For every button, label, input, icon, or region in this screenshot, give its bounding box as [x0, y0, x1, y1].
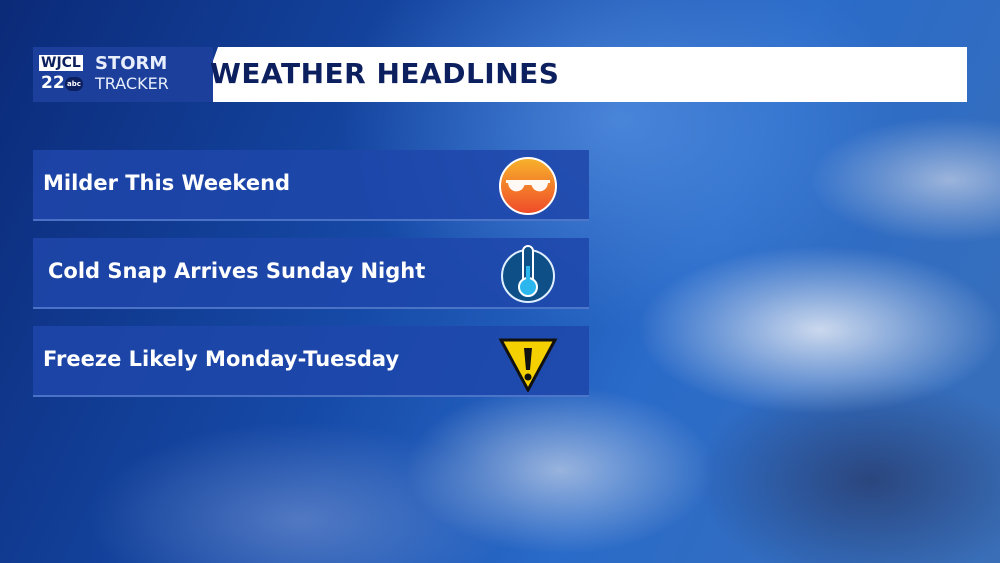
headline-row: Freeze Likely Monday-Tuesday [33, 326, 589, 397]
header-bar: WJCL 22 abc STORM TRACKER WEATHER HEADLI… [33, 47, 967, 102]
logo-channel: 22 [41, 73, 65, 93]
thermometer-icon [501, 245, 555, 303]
headline-row: Cold Snap Arrives Sunday Night [33, 238, 589, 309]
logo-storm: STORM [95, 53, 168, 74]
page-title: WEATHER HEADLINES [210, 57, 560, 90]
station-logo: WJCL 22 abc STORM TRACKER [33, 47, 213, 102]
headline-row: Milder This Weekend [33, 150, 589, 221]
logo-station: WJCL [39, 55, 83, 71]
headline-text: Milder This Weekend [43, 171, 291, 195]
sunglasses-sun-icon [499, 157, 557, 215]
title-banner [198, 47, 967, 102]
logo-tracker: TRACKER [95, 74, 169, 93]
logo-network: abc [65, 77, 83, 91]
headline-text: Freeze Likely Monday-Tuesday [43, 347, 400, 371]
warning-triangle-icon [498, 338, 558, 392]
headline-text: Cold Snap Arrives Sunday Night [48, 259, 426, 283]
